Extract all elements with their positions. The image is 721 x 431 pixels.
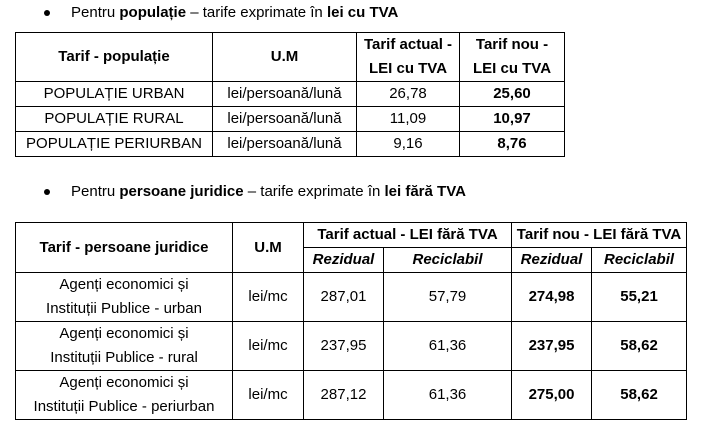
cell-nou-reciclabil: 58,62 <box>591 370 688 420</box>
cell-actual-rezidual: 237,95 <box>303 321 384 371</box>
table-row: POPULAȚIE PERIURBAN lei/persoană/lună 9,… <box>15 131 565 157</box>
cell-actual-rezidual: 287,01 <box>303 272 384 322</box>
cell-nou: 8,76 <box>459 131 565 157</box>
cell-nou-rezidual: 275,00 <box>511 370 593 420</box>
cell-tarif: Agenți economici și Instituții Publice - … <box>15 272 233 322</box>
cell-nou-reciclabil: 58,62 <box>591 321 688 371</box>
table-row: Agenți economici și Instituții Publice - … <box>15 272 688 322</box>
header-um: U.M <box>232 222 304 273</box>
cell-um: lei/mc <box>232 370 304 420</box>
header-tarif: Tarif - populație <box>15 32 213 82</box>
table-persoane-juridice: Tarif - persoane juridice U.M Tarif actu… <box>15 222 688 420</box>
header-um: U.M <box>212 32 357 82</box>
cell-actual-reciclabil: 61,36 <box>382 370 513 420</box>
subheader-reciclabil: Reciclabil <box>591 247 688 273</box>
cell-um: lei/persoană/lună <box>212 131 357 157</box>
cell-nou: 10,97 <box>459 106 565 132</box>
table-populatie: Tarif - populație U.M Tarif actual - LEI … <box>15 32 565 157</box>
cell-actual-rezidual: 287,12 <box>303 370 384 420</box>
header-tarif-actual: Tarif actual - LEI cu TVA <box>356 32 460 82</box>
cell-nou: 25,60 <box>459 81 565 107</box>
subheader-rezidual: Rezidual <box>511 247 593 273</box>
header-tarif: Tarif - persoane juridice <box>15 222 233 273</box>
subheader-reciclabil: Reciclabil <box>382 247 513 273</box>
header-tarif-nou: Tarif nou - LEI fără TVA <box>511 222 688 248</box>
cell-tarif: POPULAȚIE RURAL <box>15 106 213 132</box>
cell-actual-reciclabil: 57,79 <box>382 272 513 322</box>
cell-nou-rezidual: 237,95 <box>511 321 593 371</box>
cell-tarif: Agenți economici și Instituții Publice - … <box>15 321 233 371</box>
table-row: POPULAȚIE RURAL lei/persoană/lună 11,09 … <box>15 106 565 132</box>
header-tarif-actual: Tarif actual - LEI fără TVA <box>302 222 513 248</box>
cell-nou-rezidual: 274,98 <box>511 272 593 322</box>
bullet-text: Pentru populație – tarife exprimate în l… <box>71 4 399 21</box>
table-row: Agenți economici și Instituții Publice - … <box>15 370 688 420</box>
cell-actual-reciclabil: 61,36 <box>382 321 513 371</box>
cell-actual: 11,09 <box>356 106 460 132</box>
cell-tarif: POPULAȚIE PERIURBAN <box>15 131 213 157</box>
bullet-text: Pentru persoane juridice – tarife exprim… <box>71 183 466 200</box>
cell-actual: 9,16 <box>356 131 460 157</box>
cell-um: lei/mc <box>232 321 304 371</box>
table-row: Agenți economici și Instituții Publice - … <box>15 321 688 371</box>
subheader-rezidual: Rezidual <box>303 247 384 273</box>
cell-um: lei/mc <box>232 272 304 322</box>
bullet-dot-icon <box>44 189 50 195</box>
cell-tarif: Agenți economici și Instituții Publice - … <box>15 370 233 420</box>
header-tarif-nou: Tarif nou - LEI cu TVA <box>459 32 565 82</box>
cell-actual: 26,78 <box>356 81 460 107</box>
cell-um: lei/persoană/lună <box>212 81 357 107</box>
bullet-dot-icon <box>44 10 50 16</box>
cell-um: lei/persoană/lună <box>212 106 357 132</box>
cell-tarif: POPULAȚIE URBAN <box>15 81 213 107</box>
table-row: POPULAȚIE URBAN lei/persoană/lună 26,78 … <box>15 81 565 107</box>
cell-nou-reciclabil: 55,21 <box>591 272 688 322</box>
